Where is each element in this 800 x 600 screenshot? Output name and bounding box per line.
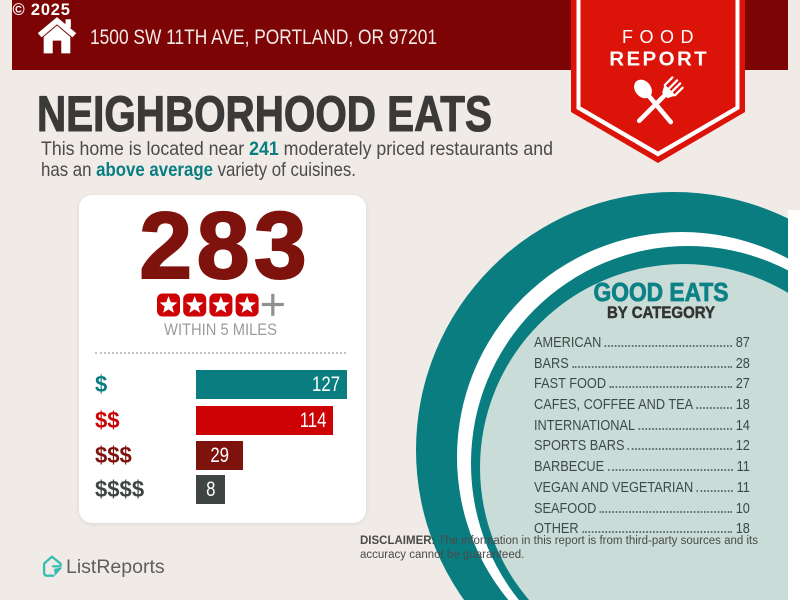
svg-text:REPORT: REPORT [609,48,709,71]
svg-text:FOOD: FOOD [622,27,700,47]
